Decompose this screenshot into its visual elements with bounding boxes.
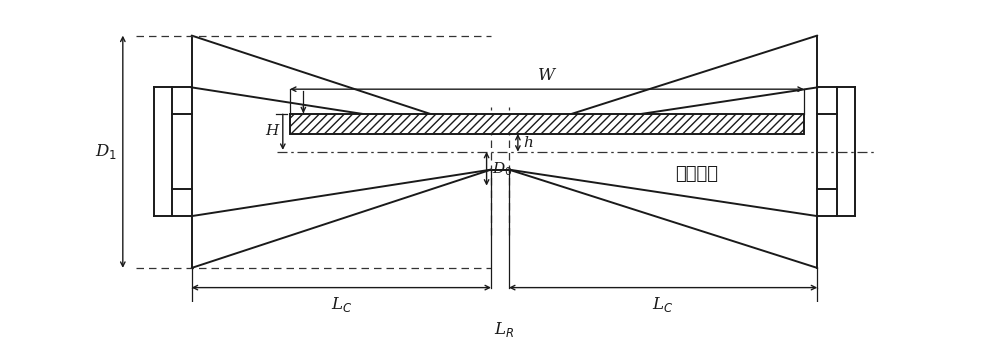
Text: L$_C$: L$_C$: [652, 295, 674, 314]
Text: L$_C$: L$_C$: [331, 295, 352, 314]
Bar: [290, 114, 804, 134]
Text: W: W: [538, 67, 555, 84]
Text: D$_0$: D$_0$: [492, 160, 513, 178]
Text: 锥形辊道: 锥形辊道: [675, 165, 718, 183]
Text: h: h: [523, 136, 533, 150]
Text: H: H: [265, 124, 278, 138]
Text: L$_R$: L$_R$: [494, 320, 515, 337]
Text: D$_1$: D$_1$: [95, 142, 117, 161]
